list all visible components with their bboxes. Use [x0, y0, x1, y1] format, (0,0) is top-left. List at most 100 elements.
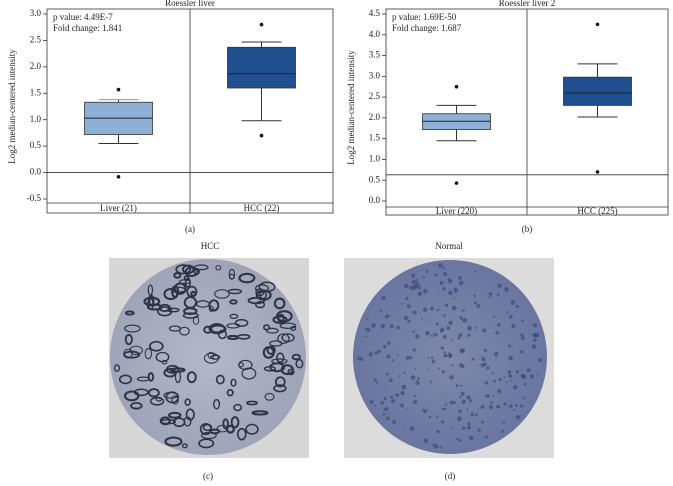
cell	[492, 315, 496, 319]
cell	[434, 273, 438, 277]
cell	[474, 270, 477, 273]
cell	[374, 404, 377, 407]
y-tick-label: 4.0	[369, 29, 381, 39]
cell	[417, 291, 423, 297]
cell	[435, 322, 439, 326]
gland	[210, 354, 221, 360]
cell	[522, 397, 525, 400]
cell	[421, 317, 423, 320]
gland	[276, 352, 285, 363]
outlier	[454, 84, 459, 89]
gland	[214, 289, 230, 299]
cell	[515, 414, 521, 420]
cell	[409, 426, 415, 431]
cell	[466, 395, 471, 400]
y-tick-label: 2.0	[30, 61, 42, 71]
gland	[234, 318, 249, 327]
cell	[459, 384, 462, 387]
gland	[216, 424, 229, 433]
gland	[238, 359, 253, 371]
annotation: p value: 4.49E-7	[53, 12, 113, 22]
gland	[254, 284, 269, 293]
panel-label: (b)	[522, 224, 533, 234]
cell	[476, 304, 481, 309]
cell	[440, 420, 445, 424]
cell	[405, 355, 410, 360]
cell	[451, 305, 457, 311]
gland	[184, 398, 191, 406]
cell	[488, 295, 491, 298]
outlier	[116, 175, 121, 179]
y-tick-label: 1.0	[369, 154, 381, 164]
cell	[379, 309, 383, 312]
cell	[457, 336, 461, 340]
cell	[523, 382, 527, 386]
y-tick-label: 1.5	[369, 133, 381, 143]
gland	[265, 327, 279, 334]
gland	[230, 378, 237, 387]
cell	[451, 364, 454, 367]
gland	[124, 324, 141, 333]
cell	[371, 323, 376, 328]
gland	[264, 392, 275, 401]
gland	[130, 401, 143, 410]
cell	[431, 356, 434, 359]
gland	[171, 395, 179, 405]
annotation: Fold change: 1.841	[53, 23, 122, 33]
panel-label: (a)	[185, 224, 195, 234]
y-tick-label: 0.0	[30, 167, 42, 177]
cell	[467, 325, 472, 331]
cell	[406, 304, 411, 309]
cell	[412, 400, 418, 405]
cell	[415, 278, 419, 282]
y-tick-label: 3.5	[369, 50, 381, 60]
cell	[447, 278, 453, 284]
cell	[473, 294, 476, 298]
cell	[484, 381, 489, 385]
gland	[186, 371, 197, 384]
cell	[535, 332, 540, 338]
cell	[437, 292, 439, 295]
cell	[468, 399, 473, 403]
gland	[208, 305, 214, 312]
gland	[147, 372, 155, 382]
gland	[291, 353, 301, 361]
cell	[492, 395, 495, 398]
cell	[433, 332, 436, 335]
cell	[462, 309, 465, 312]
cell	[493, 352, 499, 357]
cell	[415, 380, 420, 386]
gland	[237, 333, 251, 340]
box	[563, 76, 632, 106]
y-tick-label: 2.5	[369, 91, 381, 101]
cell	[497, 283, 502, 288]
image-title: HCC	[201, 241, 220, 251]
cell	[504, 287, 509, 292]
cell	[385, 416, 390, 421]
cell	[529, 374, 535, 379]
cell	[441, 407, 444, 411]
cell	[405, 296, 409, 301]
cell	[385, 386, 387, 388]
x-tick-label: HCC (225)	[577, 206, 617, 216]
cell	[359, 357, 364, 361]
y-tick-label: 3.0	[369, 70, 381, 80]
cell	[374, 350, 379, 355]
cell	[457, 416, 462, 422]
cell	[495, 404, 500, 409]
cell	[444, 403, 448, 406]
gland	[181, 443, 188, 449]
cell	[398, 374, 401, 378]
cell	[509, 404, 513, 409]
cell	[484, 435, 488, 439]
cell	[443, 314, 446, 317]
cell	[377, 349, 382, 353]
gland	[129, 345, 143, 356]
cell	[449, 400, 454, 405]
gland	[192, 315, 200, 325]
panel-label: (d)	[445, 471, 456, 481]
gland	[203, 352, 220, 364]
cell	[519, 349, 524, 354]
gland	[246, 400, 258, 406]
outlier	[259, 22, 264, 27]
